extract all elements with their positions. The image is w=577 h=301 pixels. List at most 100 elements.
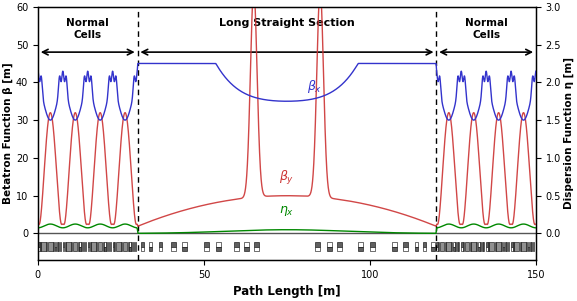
Bar: [533, 242, 534, 251]
Bar: [478, 242, 479, 247]
Bar: [182, 242, 188, 247]
Bar: [159, 247, 163, 251]
Bar: [66, 242, 71, 251]
Bar: [65, 242, 66, 251]
Bar: [453, 242, 455, 247]
Bar: [478, 247, 479, 251]
Bar: [54, 247, 56, 251]
Bar: [54, 242, 56, 247]
Bar: [141, 247, 144, 251]
Bar: [403, 242, 408, 247]
Bar: [80, 242, 81, 247]
Bar: [527, 242, 529, 247]
Bar: [243, 247, 249, 251]
Bar: [464, 242, 469, 251]
Bar: [511, 242, 513, 247]
Bar: [471, 242, 476, 251]
Bar: [113, 242, 114, 247]
Bar: [216, 242, 220, 247]
Bar: [88, 242, 89, 247]
Bar: [171, 242, 176, 247]
Bar: [57, 242, 58, 251]
Bar: [128, 242, 129, 251]
Bar: [103, 242, 104, 251]
Text: Long Straight Section: Long Straight Section: [219, 18, 355, 28]
Bar: [505, 242, 506, 251]
Bar: [481, 242, 482, 251]
Bar: [438, 242, 439, 251]
Bar: [122, 242, 128, 251]
Text: Normal
Cells: Normal Cells: [465, 18, 508, 40]
Bar: [461, 242, 463, 247]
Bar: [514, 242, 519, 251]
Bar: [527, 247, 529, 251]
Bar: [486, 242, 488, 247]
Bar: [63, 247, 65, 251]
Bar: [182, 247, 188, 251]
Bar: [458, 242, 459, 251]
Bar: [451, 242, 452, 251]
Bar: [488, 242, 489, 251]
Bar: [78, 242, 79, 251]
Bar: [501, 242, 502, 251]
Bar: [149, 247, 152, 251]
Bar: [453, 247, 455, 251]
Bar: [91, 242, 96, 251]
Bar: [133, 242, 134, 251]
Text: $\beta_x$: $\beta_x$: [307, 78, 322, 95]
Bar: [113, 247, 114, 251]
Bar: [243, 242, 249, 247]
Bar: [358, 242, 364, 247]
Bar: [436, 242, 438, 247]
Bar: [216, 247, 220, 251]
Bar: [337, 242, 342, 247]
Bar: [423, 242, 426, 247]
Bar: [403, 247, 408, 251]
Bar: [46, 242, 47, 251]
Bar: [503, 247, 504, 251]
Bar: [508, 242, 509, 251]
Bar: [204, 247, 209, 251]
Bar: [114, 242, 115, 251]
Bar: [48, 242, 53, 251]
Bar: [526, 242, 527, 251]
Bar: [108, 242, 109, 251]
Y-axis label: Dispersion Function η [m]: Dispersion Function η [m]: [564, 57, 574, 209]
Bar: [392, 242, 396, 247]
Bar: [327, 247, 332, 251]
Bar: [455, 242, 456, 251]
Bar: [415, 247, 418, 251]
Bar: [159, 242, 163, 247]
Bar: [40, 242, 41, 251]
Bar: [58, 242, 59, 251]
Bar: [486, 247, 488, 251]
Bar: [440, 242, 444, 251]
Bar: [432, 242, 434, 247]
Bar: [531, 242, 533, 251]
Bar: [60, 242, 61, 251]
Bar: [513, 242, 514, 251]
Bar: [131, 242, 132, 251]
Bar: [521, 242, 526, 251]
Bar: [110, 242, 111, 251]
Bar: [254, 242, 258, 247]
Bar: [503, 242, 504, 247]
Bar: [327, 242, 332, 247]
Bar: [96, 242, 97, 251]
Bar: [80, 247, 81, 251]
Bar: [436, 247, 438, 251]
Bar: [370, 242, 375, 247]
Bar: [480, 242, 481, 251]
Bar: [456, 242, 458, 251]
Bar: [104, 247, 106, 251]
Bar: [85, 242, 86, 251]
Bar: [519, 242, 520, 251]
Bar: [83, 242, 84, 251]
Bar: [470, 242, 471, 251]
Bar: [392, 247, 396, 251]
Bar: [415, 242, 418, 247]
Bar: [432, 247, 434, 251]
Text: $\eta_x$: $\eta_x$: [279, 204, 294, 218]
Bar: [447, 242, 451, 251]
Bar: [53, 242, 54, 251]
